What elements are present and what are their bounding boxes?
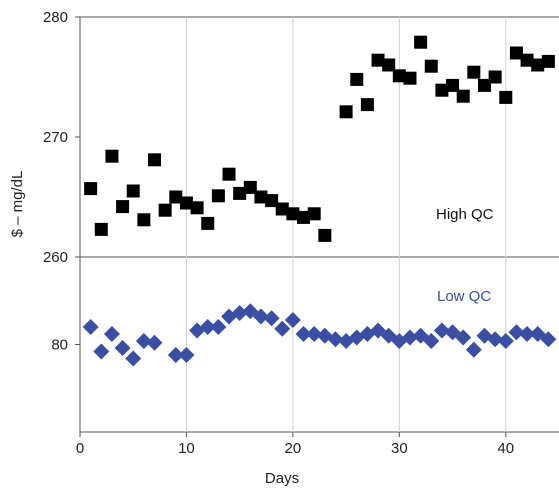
high-qc-point [286,207,300,221]
low-qc-point [210,319,227,335]
high-qc-point [243,180,257,194]
high-qc-point [499,90,513,104]
low-qc-point [433,322,450,339]
high-qc-point [435,83,449,97]
low-qc-point [167,347,184,363]
high-qc-point [158,203,172,217]
low-qc-point [487,331,504,348]
high-qc-point [477,78,491,92]
high-qc-point [265,194,279,208]
high-qc-point [446,78,460,92]
low-qc-point [199,319,216,335]
low-qc-point [401,329,418,346]
low-qc-point [178,347,195,363]
high-qc-point [297,210,311,224]
low-qc-point [125,350,142,367]
high-qc-point [360,98,374,112]
high-qc-point [382,58,396,72]
high-qc-label: High QC [436,206,494,223]
high-qc-point [94,222,108,236]
low-qc-point [540,331,557,348]
low-qc-point [327,331,344,348]
low-qc-point [114,340,131,356]
plot-frame [79,16,559,433]
high-qc-point [307,207,321,221]
high-qc-point [126,184,140,198]
low-qc-label: Low QC [437,288,491,305]
high-qc-point [467,65,481,79]
high-qc-point [190,201,204,215]
high-qc-point [211,189,225,203]
high-qc-point [275,202,289,216]
high-qc-point [148,153,162,167]
low-qc-point [93,343,110,360]
x-tick-label: 30 [391,440,408,457]
low-qc-point [295,326,312,342]
x-axis-title: Days [265,470,299,487]
y-tick-label: 260 [43,249,68,266]
low-qc-point [263,310,280,327]
high-qc-point [541,54,555,68]
x-tick-label: 0 [76,440,84,457]
low-qc-point [455,329,472,346]
low-qc-point [284,312,301,328]
high-qc-point [201,216,215,230]
x-tick-label: 40 [497,440,514,457]
low-qc-point [252,308,269,325]
high-qc-point [392,69,406,83]
high-qc-point [137,213,151,227]
low-qc-point [103,326,120,342]
high-qc-point [84,182,98,196]
high-qc-point [222,167,236,181]
y-axis-title: $ – mg/dL [9,171,26,238]
high-qc-point [169,190,183,204]
high-qc-point [254,190,268,204]
axis-ticks: 0 10 20 30 40 260 270 280 80 [43,9,514,457]
low-qc-point [508,324,525,341]
high-qc-point [233,186,247,200]
y-tick-label: 80 [51,337,68,354]
high-qc-point [531,58,545,72]
data-marks [82,35,557,367]
low-qc-point [519,326,536,342]
low-qc-point [82,319,99,335]
x-tick-label: 20 [285,440,302,457]
low-qc-point [423,333,440,349]
low-qc-point [146,334,163,351]
high-qc-point [350,72,364,86]
high-qc-point [424,59,438,73]
high-qc-point [456,89,470,103]
high-qc-point [179,196,193,210]
low-qc-point [465,341,482,358]
high-qc-point [403,71,417,85]
high-qc-point [414,35,428,49]
y-tick-label: 270 [43,129,68,146]
low-qc-point [306,326,323,342]
x-tick-label: 10 [178,440,195,457]
high-qc-point [105,149,119,163]
low-qc-point [231,305,248,321]
low-qc-point [497,333,514,349]
y-tick-label: 280 [43,9,68,26]
high-qc-point [509,46,523,60]
high-qc-point [488,70,502,84]
high-qc-point [371,53,385,67]
high-qc-point [339,105,353,119]
low-qc-point [135,333,152,349]
low-qc-point [274,320,291,337]
high-qc-point [318,228,332,242]
high-qc-point [116,200,130,214]
high-qc-point [520,53,534,67]
